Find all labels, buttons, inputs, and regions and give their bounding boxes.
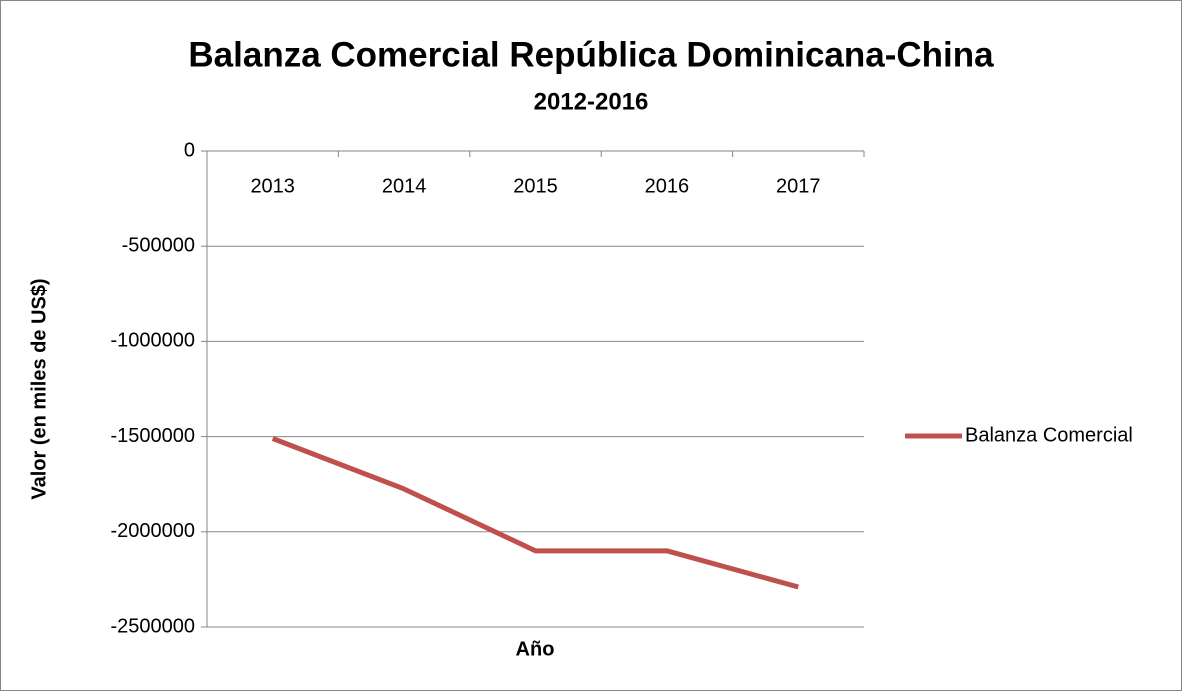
x-tick-label: 2015 <box>513 175 558 197</box>
y-tick-label: -2000000 <box>110 520 195 542</box>
y-tick-label: -500000 <box>122 234 195 256</box>
x-axis-label: Año <box>516 638 555 660</box>
y-tick-label: -1500000 <box>110 425 195 447</box>
y-tick-label: -1000000 <box>110 330 195 352</box>
y-tick-label: 0 <box>184 139 195 161</box>
legend-label: Balanza Comercial <box>965 424 1133 446</box>
line-series <box>271 436 799 590</box>
x-tick-label: 2017 <box>776 175 821 197</box>
x-tick-label: 2014 <box>382 175 427 197</box>
chart-title: Balanza Comercial República Dominicana-C… <box>188 35 994 74</box>
x-tick-label: 2016 <box>645 175 690 197</box>
x-tick-label: 2013 <box>250 175 295 197</box>
chart-subtitle: 2012-2016 <box>534 88 649 115</box>
y-tick-label: -2500000 <box>110 615 195 637</box>
y-axis-label: Valor (en miles de US$) <box>28 278 50 499</box>
